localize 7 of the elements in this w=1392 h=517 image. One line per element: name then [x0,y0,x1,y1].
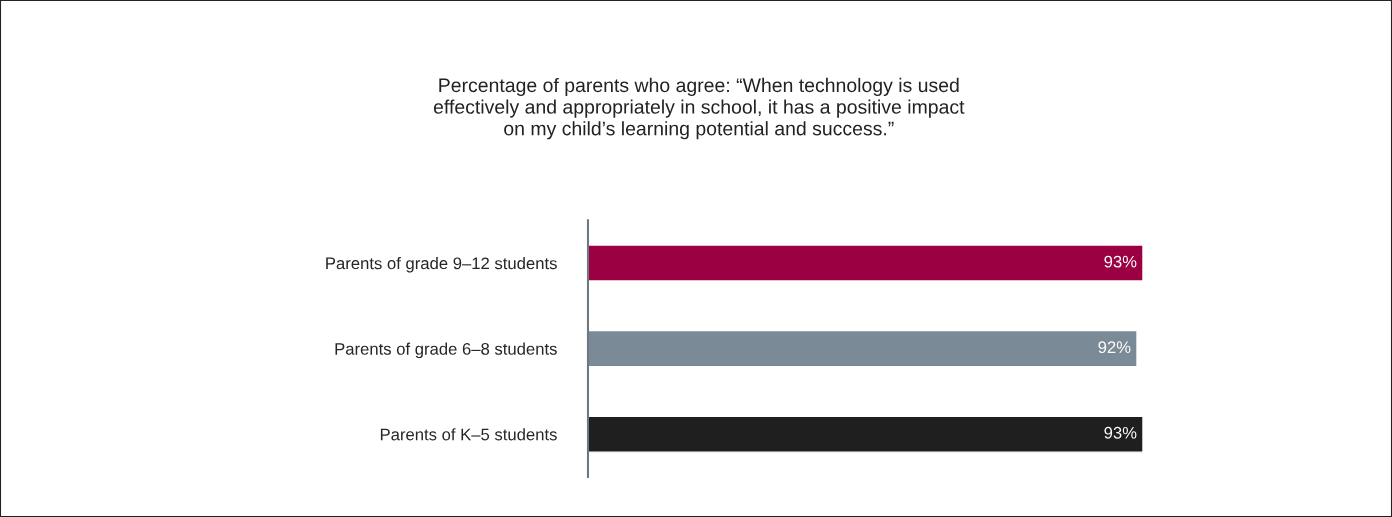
chart-title: Percentage of parents who agree: “When technology is used effectively and appropriately in school, it has a positive impact on my child’s learning potential and success.” [433,77,965,140]
y-tick-label: Parents of K–5 students [380,428,557,441]
data-label: 93% [1104,255,1137,268]
data-label: 93% [1104,426,1137,439]
data-label: 92% [1098,341,1131,354]
y-tick-label: Parents of grade 9–12 students [326,256,557,273]
y-tick-label: Parents of grade 6–8 students [335,342,557,359]
